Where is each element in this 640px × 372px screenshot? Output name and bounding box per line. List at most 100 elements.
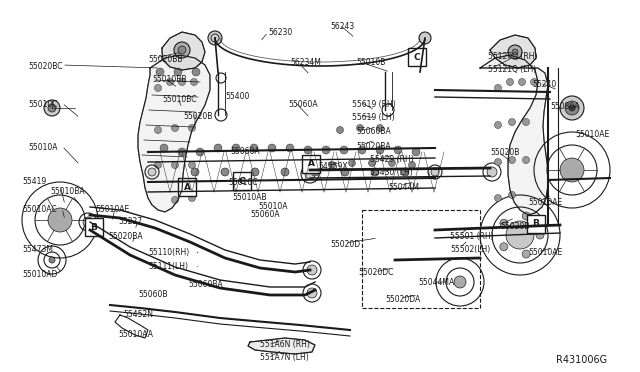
- Text: 55010AB: 55010AB: [232, 193, 267, 202]
- Circle shape: [311, 168, 319, 176]
- Text: 55020DC: 55020DC: [358, 268, 394, 277]
- Text: 551A6N (RH): 551A6N (RH): [260, 340, 310, 349]
- Text: 55120Q (RH): 55120Q (RH): [488, 52, 538, 61]
- Circle shape: [268, 144, 276, 152]
- Circle shape: [251, 168, 259, 176]
- Text: A: A: [184, 183, 191, 192]
- Bar: [85, 218, 103, 236]
- Circle shape: [148, 168, 156, 176]
- Circle shape: [305, 169, 315, 179]
- Bar: [408, 48, 426, 66]
- Text: 55020B: 55020B: [183, 112, 212, 121]
- Circle shape: [154, 126, 161, 134]
- Text: 55020B: 55020B: [500, 222, 529, 231]
- Text: 56234M: 56234M: [290, 58, 321, 67]
- Text: 55044MA: 55044MA: [418, 278, 454, 287]
- Circle shape: [156, 68, 164, 76]
- Circle shape: [560, 158, 584, 182]
- Circle shape: [172, 161, 179, 169]
- Circle shape: [172, 125, 179, 131]
- Circle shape: [48, 104, 56, 112]
- Circle shape: [495, 122, 502, 128]
- Bar: [362, 210, 480, 308]
- Circle shape: [160, 144, 168, 152]
- Circle shape: [408, 161, 415, 169]
- Text: 55473M: 55473M: [22, 245, 53, 254]
- Circle shape: [328, 161, 335, 169]
- Text: 55419: 55419: [22, 177, 46, 186]
- Circle shape: [208, 31, 222, 45]
- Circle shape: [179, 78, 186, 86]
- Circle shape: [221, 168, 229, 176]
- Text: 55060B: 55060B: [138, 290, 168, 299]
- Bar: [302, 155, 320, 173]
- Circle shape: [48, 208, 72, 232]
- Text: 55010BB: 55010BB: [152, 75, 186, 84]
- Circle shape: [500, 219, 508, 227]
- Text: B: B: [91, 222, 97, 231]
- Circle shape: [191, 78, 198, 86]
- Circle shape: [388, 160, 396, 167]
- Text: 55010AE: 55010AE: [95, 205, 129, 214]
- Text: 55010BA: 55010BA: [50, 187, 84, 196]
- Circle shape: [509, 157, 515, 164]
- Text: 55452N: 55452N: [123, 310, 153, 319]
- Circle shape: [189, 125, 195, 131]
- Circle shape: [154, 161, 161, 169]
- Text: 55110(RH): 55110(RH): [148, 248, 189, 257]
- Circle shape: [487, 167, 497, 177]
- Circle shape: [192, 68, 200, 76]
- Circle shape: [531, 78, 538, 86]
- Circle shape: [506, 221, 534, 249]
- Circle shape: [49, 257, 55, 263]
- Text: 55060A: 55060A: [250, 210, 280, 219]
- Text: 55111(LH): 55111(LH): [148, 262, 188, 271]
- Circle shape: [495, 195, 502, 202]
- Text: 55010AD: 55010AD: [22, 270, 58, 279]
- Circle shape: [189, 195, 195, 202]
- Circle shape: [337, 126, 344, 134]
- Text: 55010C: 55010C: [228, 178, 257, 187]
- Text: 55010BC: 55010BC: [162, 95, 196, 104]
- Text: 56230: 56230: [268, 28, 292, 37]
- Circle shape: [304, 146, 312, 154]
- Circle shape: [565, 101, 579, 115]
- Circle shape: [214, 144, 222, 152]
- Circle shape: [178, 46, 186, 54]
- Text: 55010B: 55010B: [356, 58, 385, 67]
- Circle shape: [454, 276, 466, 288]
- Circle shape: [495, 158, 502, 166]
- Text: C: C: [239, 176, 245, 186]
- Text: 55020BA: 55020BA: [356, 142, 390, 151]
- Text: B: B: [532, 219, 540, 228]
- Circle shape: [83, 217, 93, 227]
- Circle shape: [376, 146, 384, 154]
- Text: 55121Q (LH): 55121Q (LH): [488, 65, 536, 74]
- Circle shape: [341, 168, 349, 176]
- Circle shape: [358, 146, 366, 154]
- Text: 551A7N (LH): 551A7N (LH): [260, 353, 308, 362]
- Text: 55044M: 55044M: [388, 183, 419, 192]
- Text: 55010AC: 55010AC: [22, 205, 56, 214]
- Circle shape: [522, 157, 529, 164]
- Text: 55060A: 55060A: [288, 100, 317, 109]
- Bar: [178, 178, 196, 196]
- Circle shape: [371, 168, 379, 176]
- Circle shape: [232, 144, 240, 152]
- Circle shape: [322, 146, 330, 154]
- Text: 55020B: 55020B: [490, 148, 520, 157]
- Bar: [527, 215, 545, 233]
- Circle shape: [307, 288, 317, 298]
- Text: C: C: [413, 52, 420, 61]
- Circle shape: [509, 192, 515, 199]
- Circle shape: [191, 168, 199, 176]
- Circle shape: [401, 168, 409, 176]
- Circle shape: [356, 125, 364, 131]
- Text: 55010AA: 55010AA: [118, 330, 153, 339]
- Circle shape: [495, 84, 502, 92]
- Circle shape: [307, 265, 317, 275]
- Circle shape: [508, 45, 522, 59]
- Text: 55430 (LH): 55430 (LH): [370, 168, 413, 177]
- Polygon shape: [138, 55, 210, 212]
- Text: 55619 (LH): 55619 (LH): [352, 113, 395, 122]
